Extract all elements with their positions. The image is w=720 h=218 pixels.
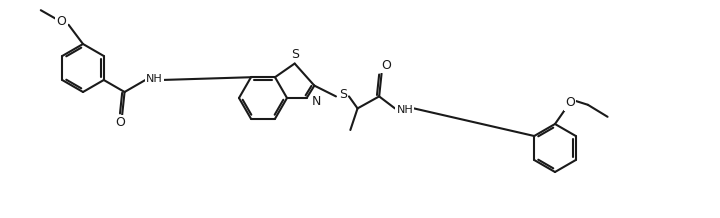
Text: S: S	[291, 48, 299, 61]
Text: N: N	[312, 94, 321, 107]
Text: NH: NH	[146, 74, 163, 84]
Text: O: O	[382, 59, 392, 72]
Text: O: O	[115, 116, 125, 129]
Text: O: O	[57, 15, 66, 28]
Text: S: S	[339, 88, 347, 101]
Text: NH: NH	[397, 106, 413, 115]
Text: O: O	[565, 96, 575, 109]
